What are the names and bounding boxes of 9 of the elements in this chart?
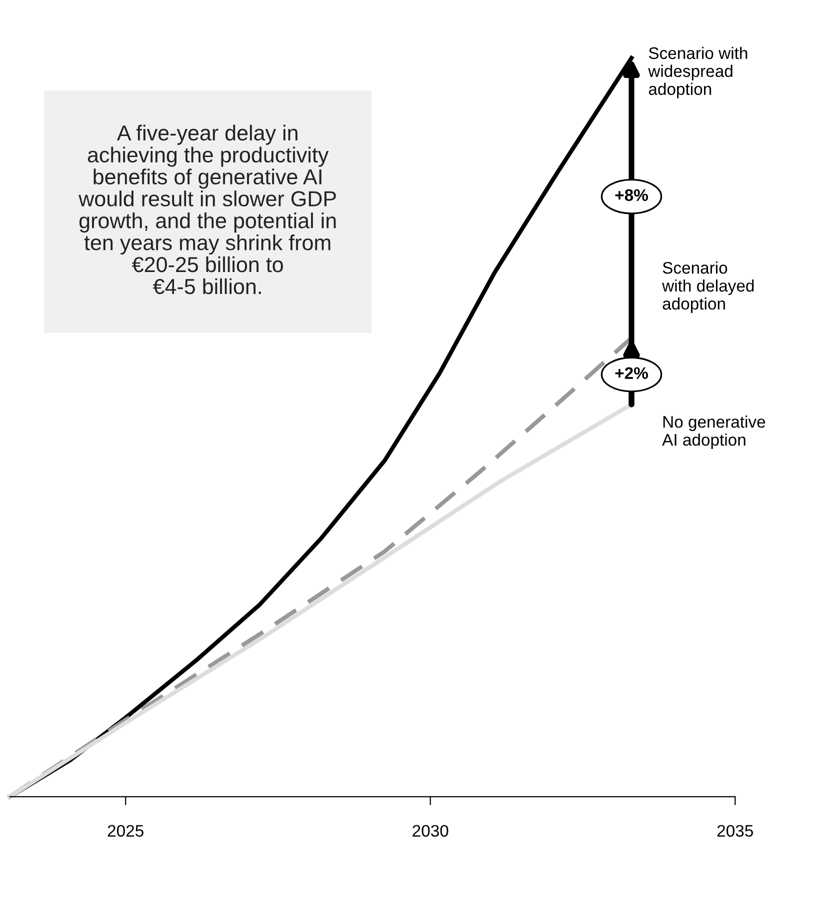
annotation: +2% xyxy=(615,367,648,379)
x-tick-label: 2035 xyxy=(717,824,753,837)
series-label: No generative AI adoption xyxy=(662,416,766,450)
x-tick-label: 2030 xyxy=(412,824,448,837)
text: Scenario with delayed adoption xyxy=(662,262,754,313)
legend-label: Scenario with widespread adoption xyxy=(648,46,748,98)
x-tick-label: 2025 xyxy=(108,824,144,837)
annotation: +8% xyxy=(615,189,648,202)
annotation: A five-year delay in achieving the productivity benefits of generative AI would result in slower GDP growth, and the potential in ten years may shrink from €20-25 billion to €4-5 billion. xyxy=(78,124,336,294)
